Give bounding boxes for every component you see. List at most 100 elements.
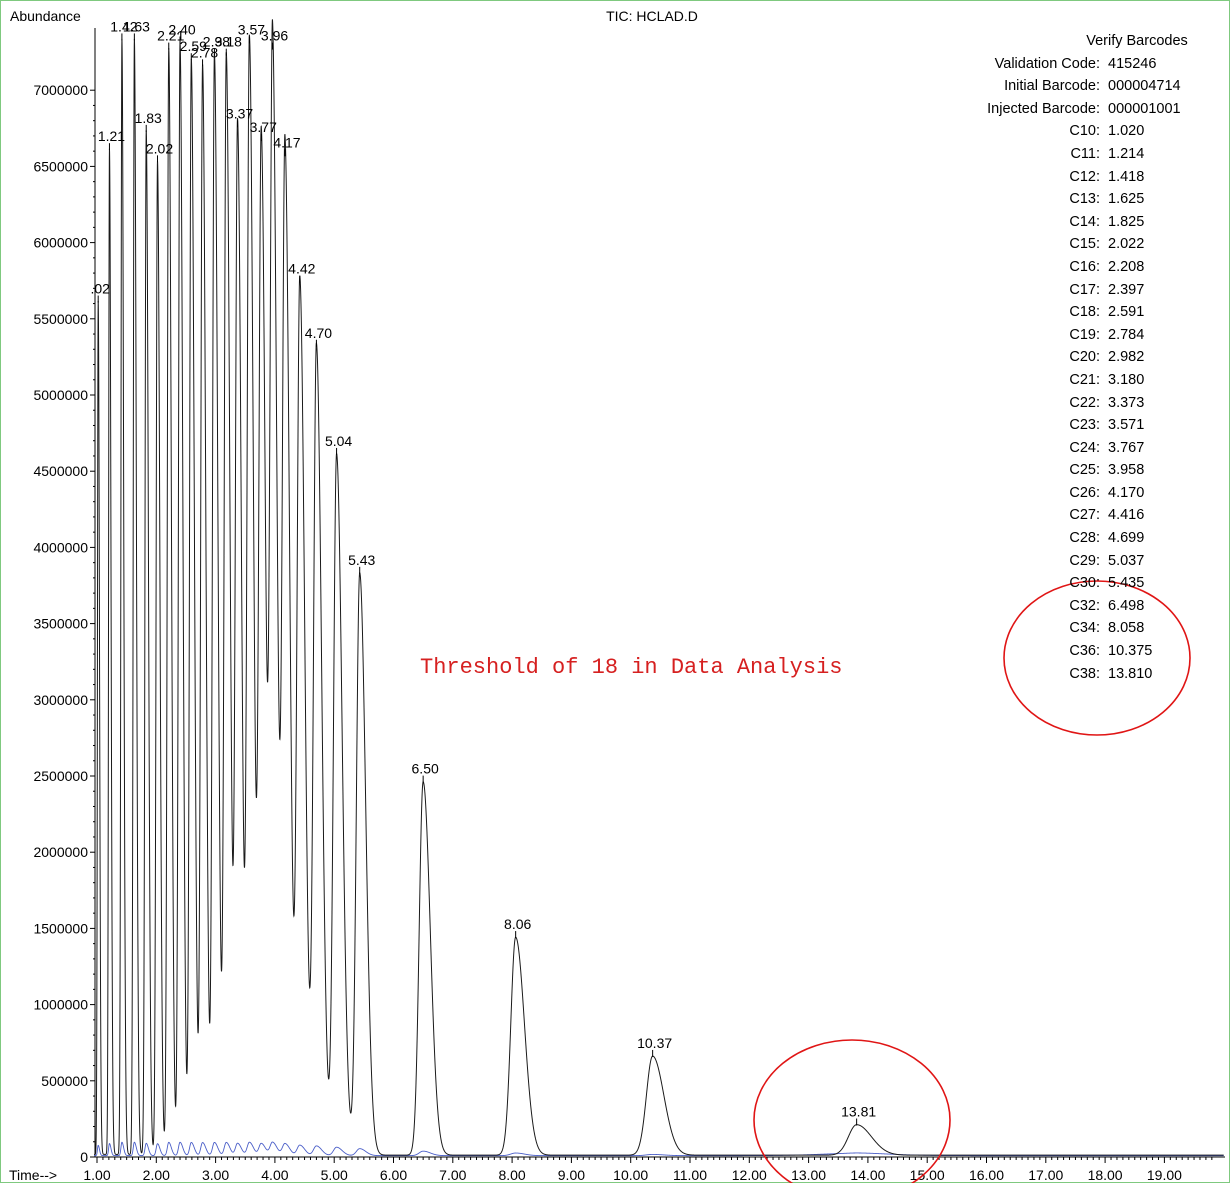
info-row: C17: 2.397 — [970, 279, 1194, 302]
info-row-key: C11: — [1070, 145, 1100, 162]
info-row-value: 5.435 — [1108, 575, 1145, 592]
info-row-key: Validation Code: — [994, 55, 1100, 72]
info-row-key: C14: — [1069, 213, 1100, 230]
peak-label: 8.06 — [504, 916, 531, 932]
x-tick-label: 4.00 — [261, 1167, 288, 1183]
y-tick-label: 5000000 — [33, 387, 88, 403]
info-row-key: C19: — [1069, 326, 1100, 343]
info-row-key: C25: — [1069, 462, 1100, 479]
info-row: C25: 3.958 — [970, 459, 1194, 482]
info-row-value: 2.591 — [1108, 304, 1145, 321]
y-tick-label: 5500000 — [33, 311, 88, 327]
info-row-key: C23: — [1069, 417, 1100, 434]
info-row-value: 2.208 — [1108, 258, 1145, 275]
info-row-value: 3.958 — [1108, 462, 1145, 479]
info-row: C11: 1.214 — [970, 143, 1194, 166]
info-row-value: 3.373 — [1108, 394, 1145, 411]
info-row-key: C16: — [1069, 258, 1100, 275]
info-row: C26: 4.170 — [970, 482, 1194, 505]
info-row: C12: 1.418 — [970, 166, 1194, 189]
verify-barcodes-panel: Verify Barcodes Validation Code: 415246 In… — [970, 30, 1194, 685]
info-row-value: 415246 — [1108, 55, 1157, 72]
y-tick-label: 500000 — [41, 1073, 88, 1089]
x-tick-label: 2.00 — [143, 1167, 170, 1183]
info-row-key: C13: — [1069, 191, 1100, 208]
info-row: C32: 6.498 — [970, 595, 1194, 618]
info-row-value: 1.020 — [1108, 123, 1145, 140]
y-tick-label: 2500000 — [33, 768, 88, 784]
x-tick-label: 18.00 — [1088, 1167, 1123, 1183]
info-row-value: 1.625 — [1108, 191, 1145, 208]
y-tick-label: 4500000 — [33, 463, 88, 479]
peak-label: 3.37 — [226, 105, 253, 121]
info-row-value: 2.784 — [1108, 326, 1145, 343]
y-tick-label: 3500000 — [33, 616, 88, 632]
info-row: C24: 3.767 — [970, 437, 1194, 460]
x-tick-label: 11.00 — [673, 1167, 707, 1183]
info-row-key: C29: — [1069, 552, 1100, 569]
info-row: C20: 2.982 — [970, 346, 1194, 369]
y-tick-label: 7000000 — [33, 82, 88, 98]
x-tick-label: 7.00 — [439, 1167, 466, 1183]
peak-label: 5.04 — [325, 433, 352, 449]
peak-label: 2.02 — [146, 140, 173, 156]
info-row-key: C27: — [1069, 507, 1100, 524]
peak-label: 5.43 — [348, 552, 375, 568]
threshold-annotation: Threshold of 18 in Data Analysis — [420, 655, 843, 680]
panel-title: Verify Barcodes — [1086, 33, 1188, 49]
info-row: C28: 4.699 — [970, 527, 1194, 550]
peak-label: 1.63 — [123, 18, 150, 34]
info-row: C18: 2.591 — [970, 301, 1194, 324]
peak-label: 3.18 — [215, 34, 242, 50]
peak-label: 2.98 — [203, 34, 230, 50]
x-tick-label: 13.00 — [791, 1167, 826, 1183]
info-row-key: C24: — [1069, 439, 1100, 456]
x-tick-label: 10.00 — [613, 1167, 648, 1183]
peak-label: 3.77 — [250, 119, 277, 135]
info-row: C36: 10.375 — [970, 640, 1194, 663]
y-tick-label: 1500000 — [33, 920, 88, 936]
info-row: C30: 5.435 — [970, 572, 1194, 595]
peak-label: 6.50 — [412, 761, 439, 777]
info-row-value: 1.418 — [1108, 168, 1145, 185]
x-tick-label: 12.00 — [732, 1167, 767, 1183]
info-row-key: C15: — [1069, 236, 1100, 253]
y-axis-label: Abundance — [10, 8, 81, 24]
info-row: Validation Code: 415246 — [970, 53, 1194, 76]
x-tick-label: 14.00 — [850, 1167, 885, 1183]
info-row-value: 8.058 — [1108, 620, 1145, 637]
info-row-value: 4.170 — [1108, 484, 1145, 501]
peak-label: 2.40 — [168, 21, 195, 37]
info-row: C38: 13.810 — [970, 663, 1194, 686]
peak-label: 4.17 — [273, 134, 300, 150]
info-row-value: 5.037 — [1108, 552, 1145, 569]
info-row: C21: 3.180 — [970, 369, 1194, 392]
info-row: Initial Barcode: 000004714 — [970, 75, 1194, 98]
peak-label: 4.42 — [288, 261, 315, 277]
info-row-value: 2.397 — [1108, 281, 1145, 298]
highlight-circles — [753, 580, 1191, 1183]
x-tick-label: 3.00 — [202, 1167, 229, 1183]
axes: 0 500000 1000000 1500000 2000000 2500000 30000… — [33, 28, 1225, 1183]
baseline-trace — [94, 1141, 1224, 1157]
info-row-value: 2.022 — [1108, 236, 1145, 253]
info-row-value: 6.498 — [1108, 597, 1145, 614]
tic-trace — [94, 19, 1224, 1157]
y-tick-label: 0 — [80, 1149, 88, 1165]
peak-label: 2.59 — [180, 38, 207, 54]
info-row-value: 4.699 — [1108, 530, 1145, 547]
x-tick-label: 6.00 — [380, 1167, 407, 1183]
peak-label: .02 — [90, 281, 110, 297]
info-row-key: C38: — [1069, 665, 1100, 682]
info-row-key: C10: — [1069, 123, 1100, 140]
info-row: C19: 2.784 — [970, 324, 1194, 347]
y-tick-label: 6500000 — [33, 158, 88, 174]
y-tick-label: 4000000 — [33, 539, 88, 555]
tic-line — [94, 19, 1224, 1156]
info-row: C34: 8.058 — [970, 617, 1194, 640]
peak-label: 3.96 — [261, 28, 288, 44]
x-tick-label: 1.00 — [83, 1167, 110, 1183]
info-row: C27: 4.416 — [970, 504, 1194, 527]
info-row-value: 1.214 — [1108, 145, 1145, 162]
info-row: C13: 1.625 — [970, 188, 1194, 211]
